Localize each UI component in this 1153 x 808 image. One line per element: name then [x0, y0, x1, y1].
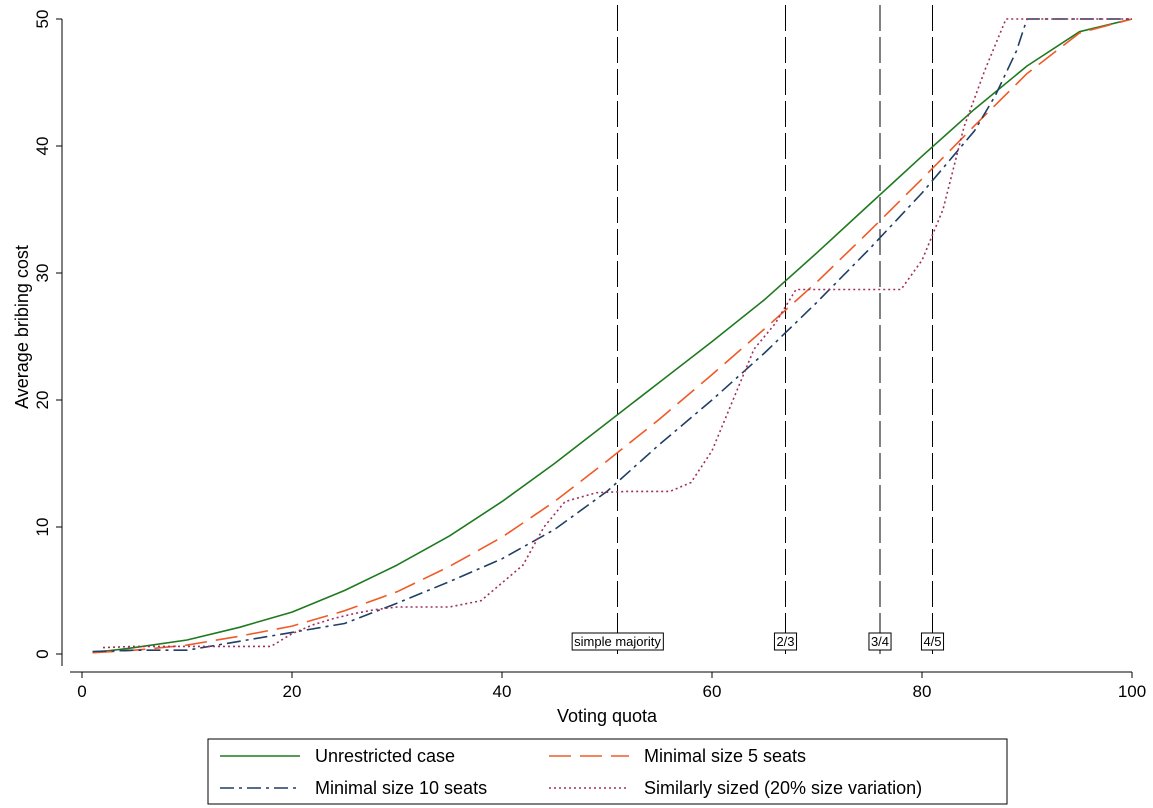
y-axis-title: Average bribing cost: [12, 245, 32, 409]
reference-label-box: [773, 632, 798, 651]
reference-label-text: 2/3: [776, 634, 794, 649]
reference-lines: [617, 5, 933, 654]
y-tick-label: 20: [33, 391, 52, 410]
x-tick-label: 100: [1118, 682, 1146, 701]
reference-label-box: [868, 632, 892, 651]
x-tick-label: 60: [703, 682, 722, 701]
legend-label: Similarly sized (20% size variation): [644, 778, 922, 798]
x-tick-label: 40: [493, 682, 512, 701]
x-tick-label: 0: [77, 682, 86, 701]
series-group: [92, 18, 1133, 654]
y-tick-label: 50: [33, 10, 52, 29]
axes: 0 20 40 60 80 100 0 10 20 30 40 50: [33, 10, 1146, 701]
legend-label: Minimal size 5 seats: [644, 746, 806, 766]
legend-box: [207, 738, 1008, 805]
reference-line-label: simple majority: [571, 632, 664, 651]
series-line-1: [92, 18, 1133, 654]
y-tick-label: 30: [33, 264, 52, 283]
y-tick-label: 10: [33, 518, 52, 537]
reference-label-box: [571, 632, 664, 651]
reference-line-label: 4/5: [920, 632, 945, 651]
reference-label-text: simple majority: [574, 634, 661, 649]
x-tick-label: 80: [913, 682, 932, 701]
legend-label: Minimal size 10 seats: [315, 778, 487, 798]
legend-label: Unrestricted case: [315, 746, 455, 766]
series-line-4: [102, 18, 1132, 649]
reference-line-labels: simple majority 2/3 3/4 4/5: [571, 632, 945, 651]
x-tick-label: 20: [283, 682, 302, 701]
y-tick-label: 0: [33, 649, 52, 658]
x-axis-title: Voting quota: [557, 706, 658, 726]
reference-label-text: 4/5: [923, 634, 941, 649]
series-line-2: [92, 18, 1133, 654]
y-tick-label: 40: [33, 137, 52, 156]
reference-line-label: 3/4: [868, 632, 892, 651]
reference-line-label: 2/3: [773, 632, 798, 651]
reference-label-box: [920, 632, 945, 651]
reference-label-text: 3/4: [871, 634, 889, 649]
series-line-3: [92, 18, 1132, 653]
legend: Unrestricted case Minimal size 5 seats Min…: [207, 738, 1008, 805]
